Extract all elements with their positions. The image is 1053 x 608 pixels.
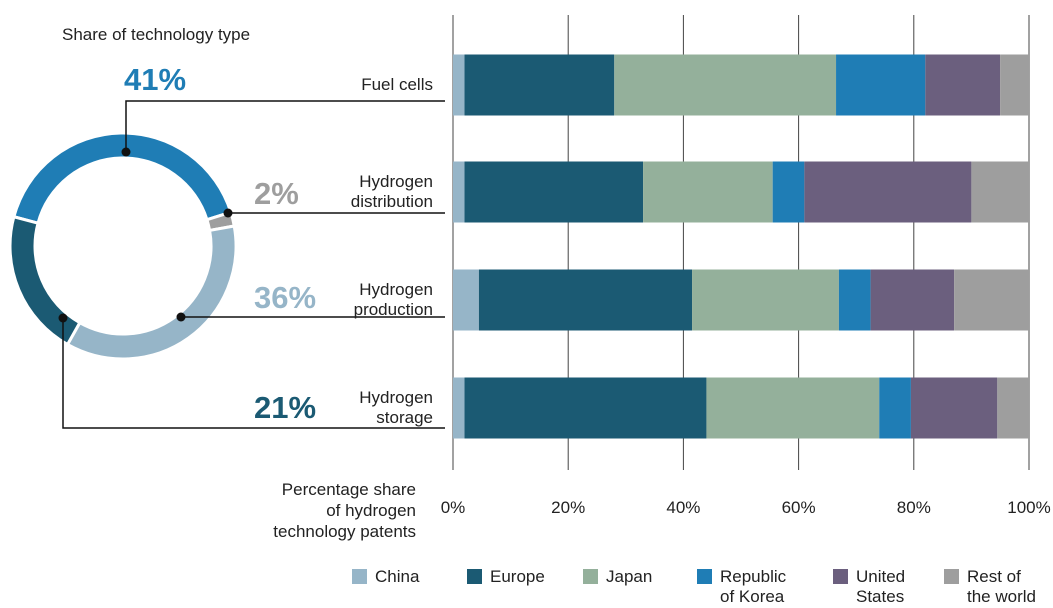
bar-segment — [879, 377, 911, 439]
percent-label: 2% — [254, 176, 299, 211]
legend-swatch — [352, 569, 367, 584]
bar-segment — [453, 161, 465, 223]
callout-line — [125, 100, 445, 152]
legend-swatch — [697, 569, 712, 584]
callout-dot — [58, 313, 68, 323]
bar-segment — [453, 269, 479, 331]
bar-segment — [910, 377, 998, 439]
bar-segment — [692, 269, 839, 331]
donut-title: Share of technology type — [62, 25, 251, 44]
bar-segment — [925, 54, 1001, 116]
legend-swatch — [583, 569, 598, 584]
bar-segment — [838, 269, 871, 331]
bar-segment — [453, 54, 465, 116]
callout-dot — [121, 147, 131, 157]
callout-dot — [223, 208, 233, 218]
callout-dot — [176, 312, 186, 322]
bar-segment — [870, 269, 955, 331]
x-tick-label: 40% — [666, 498, 701, 517]
x-tick-label: 100% — [1007, 498, 1051, 517]
legend-label: United States — [856, 567, 906, 606]
x-tick-label: 80% — [896, 498, 931, 517]
bar-segment — [772, 161, 805, 223]
legend-label: China — [375, 567, 420, 586]
bar-segment — [464, 377, 707, 439]
donut-segment — [8, 214, 82, 347]
callout-line — [62, 318, 445, 429]
category-label: Fuel cells — [361, 75, 433, 94]
bar-segment — [1000, 54, 1029, 116]
legend-swatch — [833, 569, 848, 584]
percent-label: 36% — [254, 280, 317, 315]
legend-label: Japan — [606, 567, 653, 586]
category-label: Hydrogen distribution — [350, 172, 433, 211]
percent-label: 21% — [254, 390, 317, 425]
bar-segment — [997, 377, 1029, 439]
bar-segment — [706, 377, 880, 439]
category-label: Hydrogen production — [353, 280, 433, 319]
bar-segment — [836, 54, 926, 116]
bar-segment — [478, 269, 693, 331]
legend-label: Europe — [490, 567, 545, 586]
donut-segment — [12, 131, 233, 226]
percent-label: 41% — [124, 62, 187, 97]
legend-swatch — [467, 569, 482, 584]
x-axis-label: Percentage share of hydrogen technology … — [273, 480, 416, 541]
bar-segment — [971, 161, 1029, 223]
bar-segment — [954, 269, 1029, 331]
legend-swatch — [944, 569, 959, 584]
bar-segment — [643, 161, 773, 223]
legend-label: Rest of the world — [967, 567, 1036, 606]
legend-label: Republic of Korea — [720, 567, 787, 606]
donut-segment — [65, 224, 238, 361]
category-label: Hydrogen storage — [359, 388, 433, 427]
x-tick-label: 20% — [551, 498, 586, 517]
bar-segment — [453, 377, 465, 439]
bar-segment — [614, 54, 837, 116]
x-tick-label: 60% — [781, 498, 816, 517]
bar-segment — [804, 161, 972, 223]
bar-segment — [464, 54, 615, 116]
x-tick-label: 0% — [440, 498, 466, 517]
bar-segment — [464, 161, 644, 223]
